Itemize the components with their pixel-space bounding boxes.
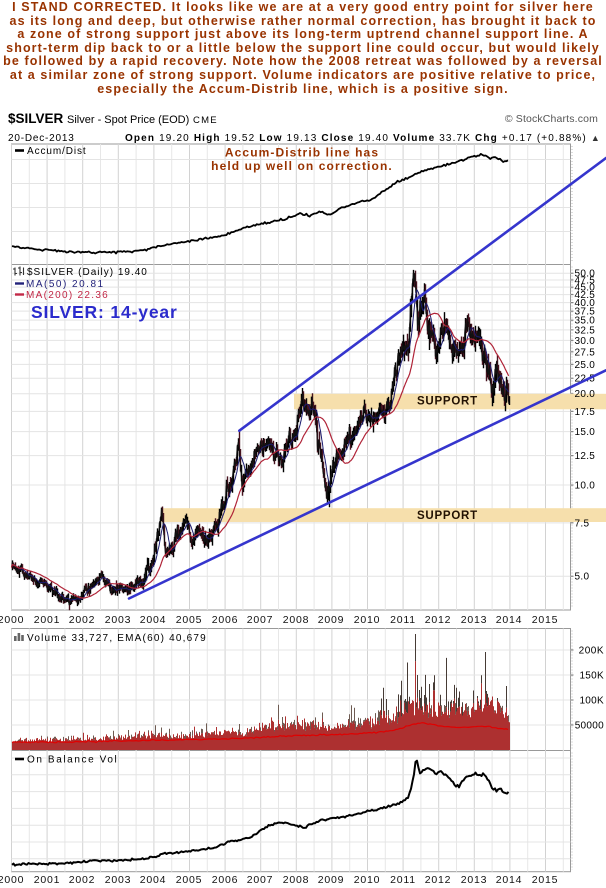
svg-text:25.0: 25.0: [575, 360, 596, 371]
svg-text:40.0: 40.0: [575, 298, 596, 309]
svg-text:2003: 2003: [105, 874, 132, 886]
svg-text:2012: 2012: [425, 874, 452, 886]
svg-text:12.5: 12.5: [575, 451, 596, 462]
svg-text:MA(200) 22.36: MA(200) 22.36: [26, 290, 109, 301]
svg-text:2007: 2007: [247, 614, 274, 626]
svg-text:2010: 2010: [354, 614, 381, 626]
svg-text:50.0: 50.0: [575, 269, 596, 280]
svg-text:On Balance Vol: On Balance Vol: [27, 755, 118, 766]
svg-text:17.5: 17.5: [575, 407, 596, 418]
svg-text:2004: 2004: [140, 874, 167, 886]
svg-text:2014: 2014: [496, 874, 523, 886]
svg-text:2008: 2008: [283, 874, 310, 886]
svg-text:2006: 2006: [212, 874, 239, 886]
svg-text:2011: 2011: [390, 874, 416, 886]
svg-text:27.5: 27.5: [575, 347, 596, 358]
svg-text:35.0: 35.0: [575, 316, 596, 327]
svg-text:2006: 2006: [212, 614, 239, 626]
svg-text:5.0: 5.0: [575, 572, 590, 583]
svg-text:200K: 200K: [579, 646, 604, 657]
svg-text:15.0: 15.0: [575, 427, 596, 438]
svg-text:2001: 2001: [34, 874, 61, 886]
svg-text:SILVER: 14-year: SILVER: 14-year: [31, 302, 178, 322]
svg-text:32.5: 32.5: [575, 325, 596, 336]
svg-text:MA(50) 20.81: MA(50) 20.81: [26, 279, 105, 290]
svg-text:SUPPORT: SUPPORT: [417, 396, 478, 408]
svg-text:2007: 2007: [247, 874, 274, 886]
svg-text:10.0: 10.0: [575, 480, 596, 491]
svg-text:100K: 100K: [579, 696, 604, 707]
svg-text:50000: 50000: [575, 721, 604, 732]
svg-text:Accum/Dist: Accum/Dist: [27, 146, 87, 157]
svg-text:2012: 2012: [425, 614, 452, 626]
svg-text:2005: 2005: [176, 874, 203, 886]
svg-text:Accum-Distrib line has: Accum-Distrib line has: [225, 146, 379, 160]
svg-text:Volume 33,727, EMA(60) 40,679: Volume 33,727, EMA(60) 40,679: [27, 633, 207, 644]
svg-text:$SILVER (Daily) 19.40: $SILVER (Daily) 19.40: [27, 267, 148, 278]
svg-text:2001: 2001: [34, 614, 61, 626]
svg-text:2005: 2005: [176, 614, 203, 626]
svg-text:2011: 2011: [390, 614, 416, 626]
svg-text:37.5: 37.5: [575, 307, 596, 318]
svg-text:7.5: 7.5: [575, 518, 590, 529]
svg-text:2010: 2010: [354, 874, 381, 886]
svg-text:45.0: 45.0: [575, 283, 596, 294]
svg-text:2009: 2009: [318, 614, 345, 626]
svg-text:held up well on correction.: held up well on correction.: [211, 159, 393, 173]
svg-text:2015: 2015: [532, 874, 559, 886]
svg-text:47.5: 47.5: [575, 275, 596, 286]
svg-text:2002: 2002: [69, 614, 96, 626]
svg-text:2015: 2015: [532, 614, 559, 626]
svg-text:2009: 2009: [318, 874, 345, 886]
svg-text:42.5: 42.5: [575, 290, 596, 301]
svg-text:2004: 2004: [140, 614, 167, 626]
svg-text:150K: 150K: [579, 671, 604, 682]
svg-text:30.0: 30.0: [575, 336, 596, 347]
svg-text:2000: 2000: [0, 614, 24, 626]
svg-text:2013: 2013: [461, 614, 488, 626]
svg-text:2003: 2003: [105, 614, 132, 626]
svg-text:2002: 2002: [69, 874, 96, 886]
svg-text:2008: 2008: [283, 614, 310, 626]
svg-text:20.0: 20.0: [575, 389, 596, 400]
svg-text:2013: 2013: [461, 874, 488, 886]
svg-text:2014: 2014: [496, 614, 523, 626]
svg-text:2000: 2000: [0, 874, 24, 886]
svg-text:SUPPORT: SUPPORT: [417, 510, 478, 522]
